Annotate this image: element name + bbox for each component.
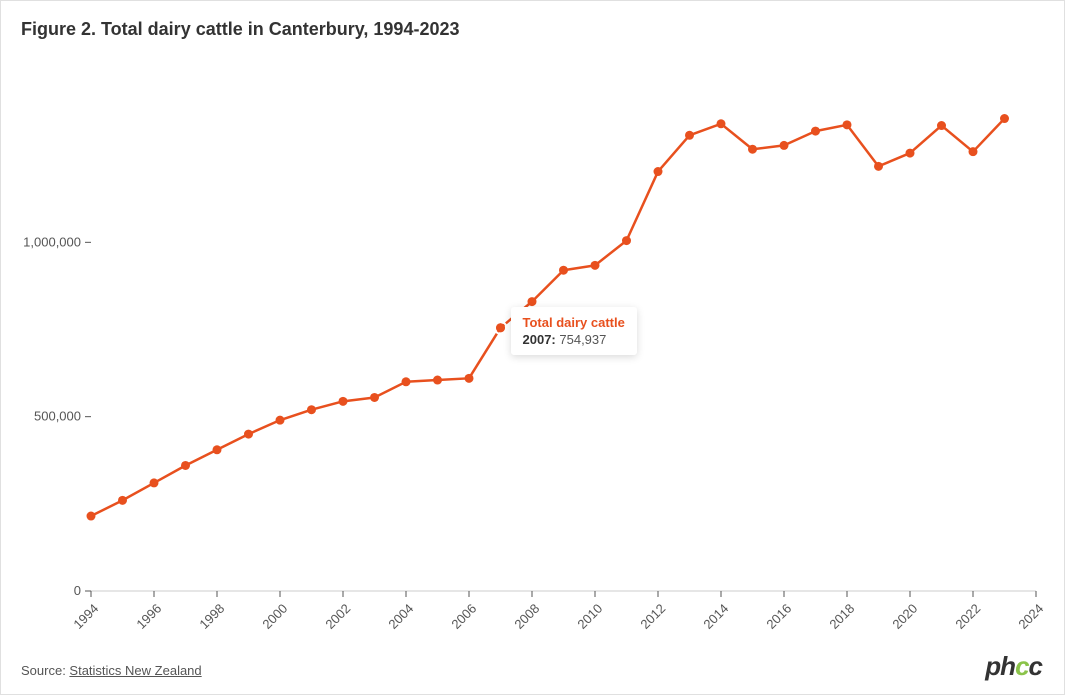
chart-title: Figure 2. Total dairy cattle in Canterbu… xyxy=(21,19,1044,40)
chart-marker[interactable] xyxy=(559,266,568,275)
chart-marker[interactable] xyxy=(685,131,694,140)
svg-text:1996: 1996 xyxy=(133,601,164,632)
chart-marker[interactable] xyxy=(87,512,96,521)
chart-marker[interactable] xyxy=(528,297,537,306)
svg-text:2002: 2002 xyxy=(322,601,353,632)
svg-text:0: 0 xyxy=(74,583,81,598)
svg-text:2006: 2006 xyxy=(448,601,479,632)
chart-marker[interactable] xyxy=(622,236,631,245)
chart-marker[interactable] xyxy=(811,127,820,136)
svg-text:2008: 2008 xyxy=(511,601,542,632)
chart-card: Figure 2. Total dairy cattle in Canterbu… xyxy=(0,0,1065,695)
svg-text:2020: 2020 xyxy=(889,601,920,632)
chart-marker[interactable] xyxy=(906,149,915,158)
chart-marker[interactable] xyxy=(591,261,600,270)
chart-marker[interactable] xyxy=(874,162,883,171)
svg-text:2012: 2012 xyxy=(637,601,668,632)
svg-text:2018: 2018 xyxy=(826,601,857,632)
svg-text:1998: 1998 xyxy=(196,601,227,632)
chart-marker[interactable] xyxy=(307,405,316,414)
chart-marker[interactable] xyxy=(780,141,789,150)
chart-marker[interactable] xyxy=(717,119,726,128)
chart-marker[interactable] xyxy=(370,393,379,402)
svg-text:2000: 2000 xyxy=(259,601,290,632)
chart-marker[interactable] xyxy=(969,147,978,156)
chart-marker[interactable] xyxy=(150,478,159,487)
svg-text:2010: 2010 xyxy=(574,601,605,632)
chart-marker[interactable] xyxy=(748,145,757,154)
chart-marker[interactable] xyxy=(937,121,946,130)
svg-text:500,000: 500,000 xyxy=(34,409,81,424)
source-link[interactable]: Statistics New Zealand xyxy=(69,663,201,678)
chart-marker[interactable] xyxy=(402,377,411,386)
chart-marker[interactable] xyxy=(465,374,474,383)
svg-text:1994: 1994 xyxy=(70,601,101,632)
chart-marker[interactable] xyxy=(1000,114,1009,123)
chart-marker[interactable] xyxy=(843,120,852,129)
chart-marker[interactable] xyxy=(433,376,442,385)
chart-marker[interactable] xyxy=(213,445,222,454)
chart-marker[interactable] xyxy=(244,430,253,439)
chart-marker[interactable] xyxy=(276,416,285,425)
chart-source: Source: Statistics New Zealand xyxy=(21,663,202,678)
svg-text:2004: 2004 xyxy=(385,601,416,632)
svg-text:1,000,000: 1,000,000 xyxy=(23,234,81,249)
line-chart: 0 500,000 1,000,000 1994 1996 1998 2000 2002 200… xyxy=(21,46,1046,646)
chart-marker[interactable] xyxy=(181,461,190,470)
svg-text:2022: 2022 xyxy=(952,601,983,632)
brand-logo: phcc xyxy=(985,651,1042,682)
svg-text:2014: 2014 xyxy=(700,601,731,632)
chart-marker[interactable] xyxy=(654,167,663,176)
chart-marker[interactable] xyxy=(118,496,127,505)
source-label: Source: xyxy=(21,663,69,678)
chart-marker[interactable] xyxy=(339,397,348,406)
svg-text:2024: 2024 xyxy=(1015,601,1046,632)
svg-text:2016: 2016 xyxy=(763,601,794,632)
